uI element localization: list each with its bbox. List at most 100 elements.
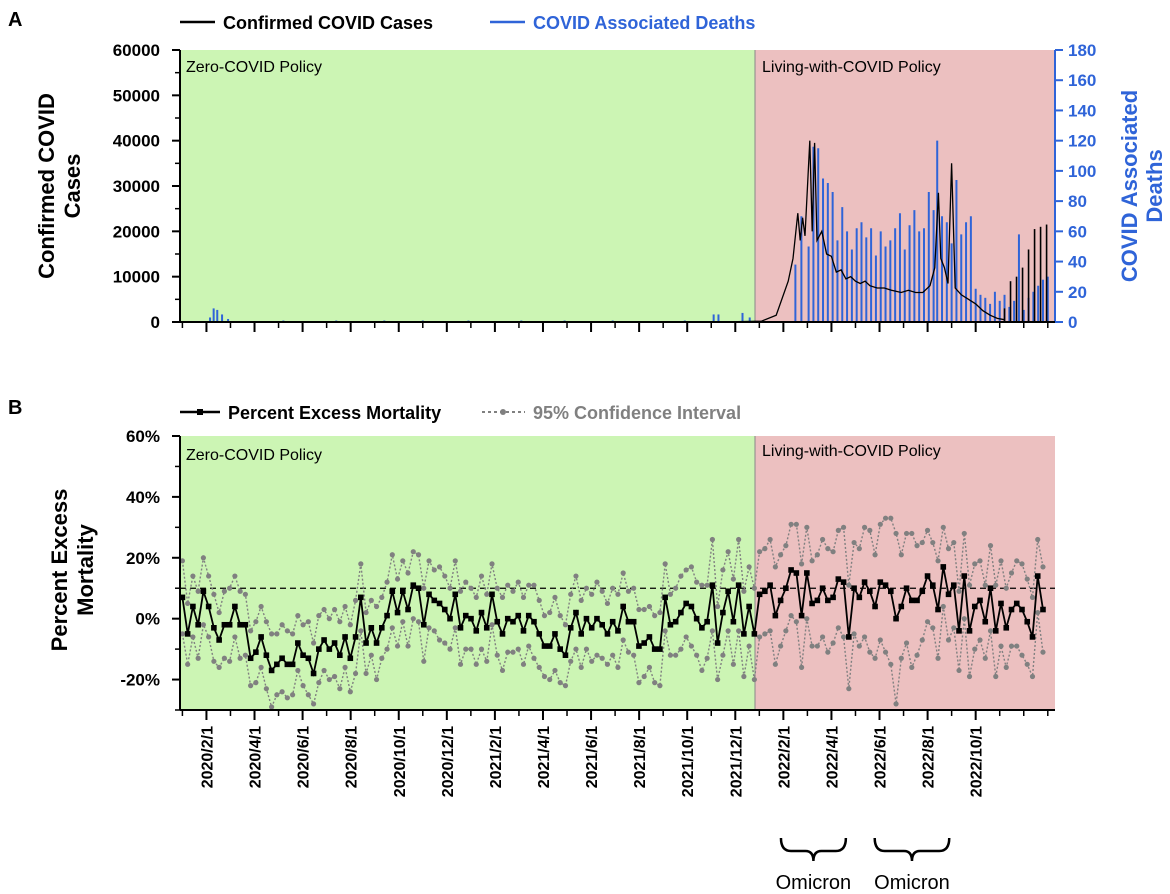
ci-upper-point-14	[253, 619, 259, 625]
ci-upper-point-126	[840, 524, 847, 530]
excess-point-47	[426, 591, 432, 598]
ci-upper-point-143	[930, 539, 936, 546]
excess-point-10	[232, 603, 238, 610]
ci-lower-point-31	[342, 664, 348, 670]
excess-point-61	[499, 631, 506, 637]
ci-lower-point-100	[704, 655, 710, 661]
ci-upper-point-159	[1014, 558, 1020, 564]
excess-point-6	[211, 625, 217, 631]
ci-lower-point-25	[310, 701, 317, 707]
ci-lower-point-135	[888, 661, 894, 667]
excess-point-70	[546, 643, 553, 649]
panel-b-legend: Percent Excess Mortality 95% Confidence …	[180, 403, 741, 423]
excess-point-82	[609, 618, 616, 625]
excess-point-38	[379, 625, 385, 631]
ci-upper-point-107	[741, 588, 747, 594]
excess-point-21	[289, 661, 296, 668]
ci-upper-point-144	[935, 558, 941, 564]
ci-upper-point-17	[269, 631, 275, 637]
excess-point-138	[903, 585, 910, 592]
ci-upper-point-158	[1008, 570, 1015, 576]
ci-upper-point-156	[998, 558, 1004, 564]
ci-lower-point-24	[305, 692, 311, 698]
ci-lower-point-130	[861, 634, 868, 640]
ci-upper-point-90	[652, 613, 658, 619]
ci-upper-point-152	[977, 558, 983, 564]
ci-upper-point-59	[489, 561, 495, 567]
ci-lower-point-22	[295, 667, 301, 674]
zero-covid-label-a: Zero-COVID Policy	[186, 59, 322, 76]
ci-upper-point-164	[1040, 564, 1046, 570]
excess-point-0	[179, 594, 186, 601]
ci-lower-point-79	[594, 652, 600, 658]
ci-upper-point-150	[966, 582, 973, 588]
ci-lower-point-10	[232, 634, 238, 640]
right-tick-label-a-6: 120	[1068, 132, 1096, 151]
ci-lower-point-147	[951, 625, 957, 631]
ci-upper-point-25	[310, 640, 317, 646]
left-tick-label-a-3: 30000	[113, 177, 160, 196]
ci-upper-point-65	[520, 594, 527, 600]
excess-point-132	[872, 603, 878, 610]
ci-lower-point-161	[1024, 661, 1030, 667]
x-tick-label-b-1: 2020/4/1	[248, 726, 265, 788]
ci-lower-point-30	[337, 686, 343, 692]
excess-point-33	[352, 634, 359, 640]
ci-upper-point-28	[326, 616, 332, 622]
excess-point-101	[709, 582, 716, 588]
ci-upper-point-89	[646, 603, 653, 610]
panel-a-letter: A	[8, 9, 22, 31]
ci-upper-point-114	[778, 552, 784, 558]
excess-point-158	[1008, 606, 1015, 613]
x-tick-label-b-11: 2021/12/1	[728, 726, 745, 797]
ci-lower-point-129	[856, 643, 862, 649]
ci-lower-point-112	[767, 628, 773, 634]
ci-upper-point-136	[893, 530, 899, 537]
x-tick-label-b-5: 2020/12/1	[440, 726, 457, 797]
ci-lower-point-32	[347, 689, 353, 695]
excess-point-60	[494, 618, 501, 625]
ci-upper-point-85	[625, 588, 632, 594]
ci-upper-point-108	[746, 564, 752, 570]
excess-point-116	[788, 567, 794, 573]
legend-ci-label: 95% Confidence Interval	[533, 403, 741, 423]
ci-lower-point-51	[447, 646, 453, 652]
ci-lower-point-99	[699, 667, 705, 674]
ci-lower-point-33	[352, 670, 359, 677]
ci-upper-point-133	[877, 521, 883, 527]
right-tick-label-a-1: 20	[1068, 283, 1087, 302]
ci-lower-point-146	[945, 637, 952, 643]
excess-point-28	[326, 646, 333, 652]
ci-lower-point-66	[526, 643, 532, 649]
left-ticks-a: 0 10000 20000 30000 40000 50000 60000	[113, 41, 180, 332]
x-tick-label-b-6: 2021/2/1	[488, 726, 505, 788]
omicron-bracket-1	[873, 837, 951, 862]
ci-upper-point-45	[415, 552, 422, 558]
ci-lower-point-155	[993, 673, 999, 680]
ci-upper-point-22	[295, 613, 301, 619]
y-tick-label-b-2: 20%	[126, 549, 160, 568]
ci-upper-point-58	[484, 591, 490, 597]
ci-lower-point-43	[405, 643, 411, 649]
ci-lower-point-106	[736, 628, 742, 634]
excess-point-75	[573, 609, 579, 616]
ci-upper-point-147	[951, 539, 957, 546]
x-tick-label-b-10: 2021/10/1	[680, 726, 697, 797]
ci-lower-point-21	[289, 692, 296, 698]
y-tick-label-b-3: 40%	[126, 488, 160, 507]
excess-point-57	[478, 609, 485, 616]
excess-point-23	[300, 652, 306, 658]
excess-point-88	[641, 640, 647, 646]
ci-lower-point-89	[646, 664, 653, 670]
ci-lower-point-17	[269, 704, 275, 710]
ci-lower-point-35	[363, 670, 369, 677]
ci-lower-point-50	[442, 640, 448, 646]
ci-upper-point-99	[699, 582, 705, 588]
left-tick-label-a-6: 60000	[113, 41, 160, 60]
ci-lower-point-115	[783, 628, 789, 634]
ci-upper-point-92	[662, 561, 668, 567]
excess-point-62	[504, 615, 511, 622]
ci-lower-point-132	[872, 655, 878, 661]
ci-lower-point-154	[987, 628, 994, 634]
ci-lower-point-16	[263, 686, 269, 692]
